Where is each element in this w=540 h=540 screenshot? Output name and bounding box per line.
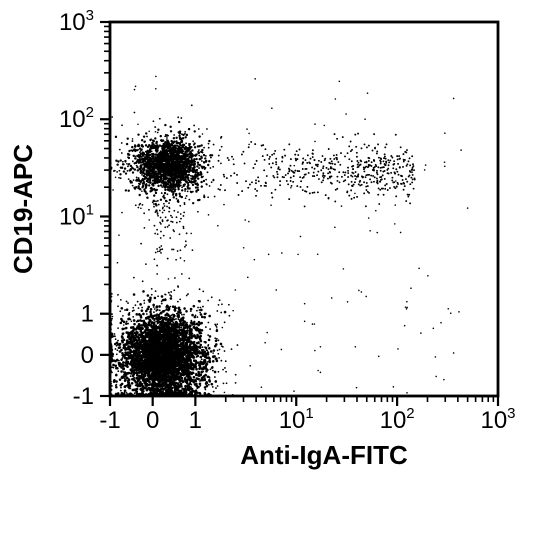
y-tick-label: 0 <box>81 342 94 369</box>
x-tick-label: 1 <box>189 407 202 434</box>
y-tick-label: 103 <box>59 7 94 36</box>
x-axis-label: Anti-IgA-FITC <box>240 440 408 470</box>
y-tick-label: 101 <box>59 201 94 230</box>
flow-cytometry-plot: -1 0 1 101 102 103 -1 0 1 101 102 103 Anti-IgA-FITC C… <box>0 0 540 540</box>
y-tick-label: 102 <box>59 104 94 133</box>
y-tick-label: 1 <box>81 301 94 328</box>
x-tick-label: -1 <box>99 407 120 434</box>
y-tick-label: -1 <box>73 383 94 410</box>
x-tick-label: 0 <box>146 407 159 434</box>
x-tick-label: 102 <box>380 405 415 434</box>
x-tick-label: 103 <box>480 405 515 434</box>
x-tick-label: 101 <box>279 405 314 434</box>
y-axis-label: CD19-APC <box>8 144 38 274</box>
